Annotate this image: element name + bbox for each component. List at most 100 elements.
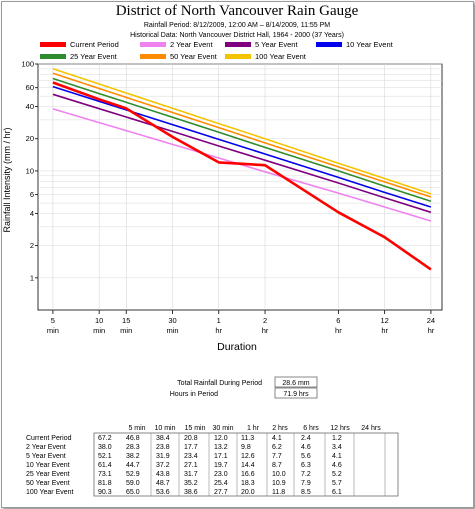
table-cell: 8.7 <box>272 462 282 469</box>
table-row-label: Current Period <box>26 435 72 442</box>
x-tick-label-number: 24 <box>427 316 435 325</box>
table-header-24-hrs: 24 hrs <box>361 425 381 432</box>
plot-area <box>37 63 443 311</box>
table-cell: 38.4 <box>156 435 170 442</box>
table-cell: 65.0 <box>126 489 140 496</box>
table-cell: 59.0 <box>126 480 140 487</box>
table-cell: 6.1 <box>332 489 342 496</box>
table-cell: 37.2 <box>156 462 170 469</box>
table-cell: 27.7 <box>214 489 228 496</box>
x-tick-label-number: 30 <box>168 316 176 325</box>
x-tick-label-number: 1 <box>217 316 221 325</box>
x-tick-label-number: 12 <box>380 316 388 325</box>
table-header-6-hrs: 6 hrs <box>303 425 319 432</box>
series-line-100-year-event <box>52 67 432 195</box>
legend-label-50-year-event: 50 Year Event <box>170 52 218 61</box>
table-cell: 31.9 <box>156 453 170 460</box>
table-cell: 7.9 <box>301 480 311 487</box>
table-cell: 31.7 <box>184 471 198 478</box>
x-tick-label-number: 10 <box>95 316 103 325</box>
table-cell: 5.7 <box>332 480 342 487</box>
table-row-label: 5 Year Event <box>26 453 66 460</box>
table-cell: 5.6 <box>301 453 311 460</box>
total-rainfall-label: Total Rainfall During Period <box>177 380 262 387</box>
y-tick-label: 2 <box>30 241 34 250</box>
y-tick-label: 20 <box>26 134 34 143</box>
y-tick-label: 100 <box>21 60 34 69</box>
table-header-30-min: 30 min <box>212 425 233 432</box>
table-cell: 11.8 <box>272 489 285 496</box>
table-header-12-hrs: 12 hrs <box>330 425 350 432</box>
table-cell: 38.6 <box>184 489 198 496</box>
legend-label-100-year-event: 100 Year Event <box>255 52 307 61</box>
table-header-10-min: 10 min <box>154 425 175 432</box>
x-tick-label-unit: hr <box>335 326 342 335</box>
table-cell: 7.2 <box>301 471 311 478</box>
table-cell: 18.3 <box>241 480 255 487</box>
table-cell: 46.8 <box>126 435 140 442</box>
x-axis-title: Duration <box>217 341 257 353</box>
y-tick-label: 4 <box>30 209 34 218</box>
table-cell: 12.6 <box>241 453 255 460</box>
table-row-label: 50 Year Event <box>26 480 70 487</box>
x-tick-label-number: 6 <box>336 316 340 325</box>
table-cell: 90.3 <box>98 489 112 496</box>
table-cell: 52.1 <box>98 453 112 460</box>
x-tick-label-unit: hr <box>428 326 435 335</box>
legend-swatch-25-year-event <box>40 54 66 59</box>
table-cell: 20.0 <box>241 489 255 496</box>
y-tick-label: 40 <box>26 102 34 111</box>
table-cell: 28.3 <box>126 444 140 451</box>
x-tick-label-unit: hr <box>381 326 388 335</box>
y-tick-label: 6 <box>30 190 34 199</box>
x-tick-label-unit: min <box>166 326 178 335</box>
table-cell: 4.6 <box>332 462 342 469</box>
table-cell: 8.5 <box>301 489 311 496</box>
legend-swatch-current-period <box>40 42 66 47</box>
table-cell: 23.0 <box>214 471 228 478</box>
series-lines <box>52 67 432 271</box>
total-rainfall-box <box>274 376 318 388</box>
x-tick-label-unit: hr <box>215 326 222 335</box>
legend-label-2-year-event: 2 Year Event <box>170 40 213 49</box>
table-cell: 17.1 <box>214 453 228 460</box>
y-tick-label: 1 <box>30 273 34 282</box>
table-cell: 38.0 <box>98 444 112 451</box>
table-cell: 61.4 <box>98 462 112 469</box>
table-cell: 44.7 <box>126 462 140 469</box>
chart-title: District of North Vancouver Rain Gauge <box>116 3 359 19</box>
legend-swatch-10-year-event <box>316 42 342 47</box>
table-cell: 38.2 <box>126 453 140 460</box>
table-cell: 2.4 <box>301 435 311 442</box>
series-line-current-period <box>52 81 432 271</box>
table-cell: 13.2 <box>214 444 228 451</box>
table-cell: 25.4 <box>214 480 228 487</box>
y-axis-title: Rainfall Intensity (mm / hr) <box>2 127 12 232</box>
plot-border <box>37 63 443 311</box>
table-cell: 7.7 <box>272 453 282 460</box>
table-cell: 19.7 <box>214 462 228 469</box>
table-cell: 5.2 <box>332 471 342 478</box>
table-cell: 14.4 <box>241 462 255 469</box>
series-line-25-year-event <box>52 77 432 203</box>
hours-in-period-label: Hours in Period <box>170 391 218 398</box>
legend-swatch-50-year-event <box>140 54 166 59</box>
table-cell: 53.6 <box>156 489 170 496</box>
chart-subtitle-historical-data: Historical Data: North Vancouver Distric… <box>130 32 344 39</box>
table-cell: 16.6 <box>241 471 255 478</box>
total-rainfall-value: 28.6 mm <box>282 380 309 387</box>
hours-in-period-box <box>274 387 318 399</box>
table-cell: 23.8 <box>156 444 170 451</box>
table-cell: 43.8 <box>156 471 170 478</box>
hours-in-period-value: 71.9 hrs <box>283 391 309 398</box>
table-cell: 48.7 <box>156 480 170 487</box>
table-cell: 20.8 <box>184 435 198 442</box>
table-row-label: 2 Year Event <box>26 444 66 451</box>
table-header-5-min: 5 min <box>128 425 145 432</box>
y-axis: 1 2 4 6 10 20 40 60 100 <box>21 60 38 282</box>
table-cell: 67.2 <box>98 435 112 442</box>
table-cell: 23.4 <box>184 453 198 460</box>
x-tick-label-number: 15 <box>122 316 130 325</box>
data-table: 5 min 10 min 15 min 30 min 1 hr 2 hrs 6 hrs 12 … <box>26 425 399 497</box>
